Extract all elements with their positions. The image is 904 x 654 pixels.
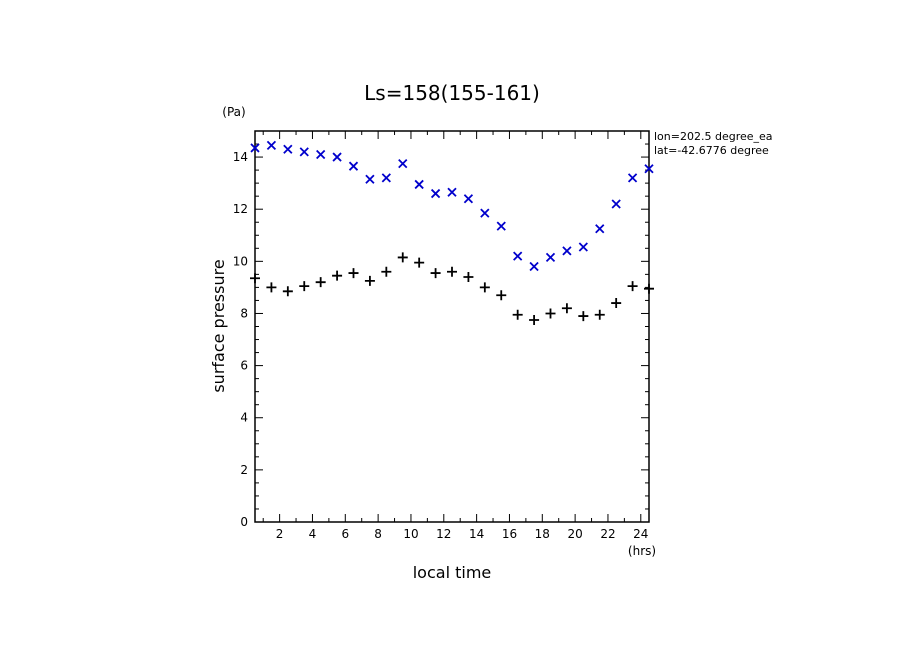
plus-marker <box>561 303 572 314</box>
plus-marker <box>545 308 556 319</box>
x-tick-label: 14 <box>469 527 484 541</box>
x-tick-label: 24 <box>633 527 648 541</box>
y-tick-label: 14 <box>233 150 248 164</box>
plus-marker <box>332 270 343 281</box>
series-0 <box>250 140 654 272</box>
data-series <box>250 140 654 325</box>
plus-marker <box>627 281 638 292</box>
plus-marker <box>397 252 408 263</box>
cross-marker <box>316 149 326 160</box>
plus-marker <box>348 268 359 279</box>
series-1 <box>250 252 654 325</box>
cross-marker <box>513 251 523 261</box>
cross-marker <box>595 224 605 234</box>
y-tick-label: 8 <box>240 306 248 320</box>
cross-marker <box>348 161 359 171</box>
cross-marker <box>480 208 490 218</box>
plus-marker <box>282 286 293 297</box>
x-tick-label: 18 <box>535 527 550 541</box>
y-tick-label: 2 <box>240 463 248 477</box>
x-tick-label: 6 <box>341 527 349 541</box>
cross-marker <box>496 221 506 231</box>
plus-marker <box>315 277 326 288</box>
y-axis-label: surface pressure <box>209 259 228 392</box>
cross-marker <box>283 144 293 154</box>
cross-marker <box>627 173 638 183</box>
plot-frame <box>254 130 650 523</box>
cross-marker <box>332 152 342 162</box>
annotation-lat: lat=-42.6776 degree <box>654 144 769 157</box>
x-tick-label: 12 <box>436 527 451 541</box>
y-tick-label: 4 <box>240 411 248 425</box>
cross-marker <box>381 173 391 183</box>
cross-marker <box>266 140 277 150</box>
plus-marker <box>611 298 622 309</box>
x-tick-label: 8 <box>374 527 382 541</box>
y-tick-label: 6 <box>240 359 248 373</box>
plus-marker <box>578 311 589 322</box>
plus-marker <box>414 257 425 268</box>
x-unit-label: (hrs) <box>628 544 656 558</box>
plus-marker <box>512 309 523 320</box>
x-tick-label: 20 <box>567 527 582 541</box>
x-axis-label: local time <box>413 563 492 582</box>
annotation-lon: lon=202.5 degree_ea <box>654 130 773 143</box>
x-tick-label: 4 <box>309 527 317 541</box>
y-tick-label: 10 <box>233 254 248 268</box>
plus-marker <box>430 268 441 279</box>
cross-marker <box>463 194 474 204</box>
plus-marker <box>463 271 474 282</box>
plus-marker <box>250 273 260 284</box>
plus-marker <box>594 309 605 320</box>
plus-marker <box>299 281 310 292</box>
plus-marker <box>381 266 392 277</box>
plus-marker <box>479 282 490 293</box>
cross-marker <box>562 246 572 256</box>
plus-marker <box>364 275 375 286</box>
y-unit-label: (Pa) <box>222 105 245 119</box>
cross-marker <box>365 174 375 184</box>
x-tick-label: 22 <box>600 527 615 541</box>
cross-marker <box>611 199 621 209</box>
cross-marker <box>545 252 556 263</box>
cross-marker <box>578 242 588 252</box>
x-tick-label: 10 <box>403 527 418 541</box>
y-tick-label: 0 <box>240 515 248 529</box>
axis-ticks <box>255 130 649 523</box>
x-tick-label: 2 <box>276 527 284 541</box>
x-tick-label: 16 <box>502 527 517 541</box>
cross-marker <box>398 158 408 169</box>
cross-marker <box>447 187 457 197</box>
plus-marker <box>529 314 540 325</box>
cross-marker <box>644 164 654 174</box>
cross-marker <box>529 261 539 272</box>
plus-marker <box>266 282 277 293</box>
plus-marker <box>644 283 654 294</box>
y-tick-label: 12 <box>233 202 248 216</box>
cross-marker <box>414 179 424 190</box>
plus-marker <box>447 266 457 277</box>
cross-marker <box>250 143 260 153</box>
cross-marker <box>430 188 441 199</box>
chart-title: Ls=158(155-161) <box>364 81 540 105</box>
cross-marker <box>299 147 309 157</box>
plus-marker <box>496 290 507 301</box>
plot-axes <box>254 130 650 523</box>
